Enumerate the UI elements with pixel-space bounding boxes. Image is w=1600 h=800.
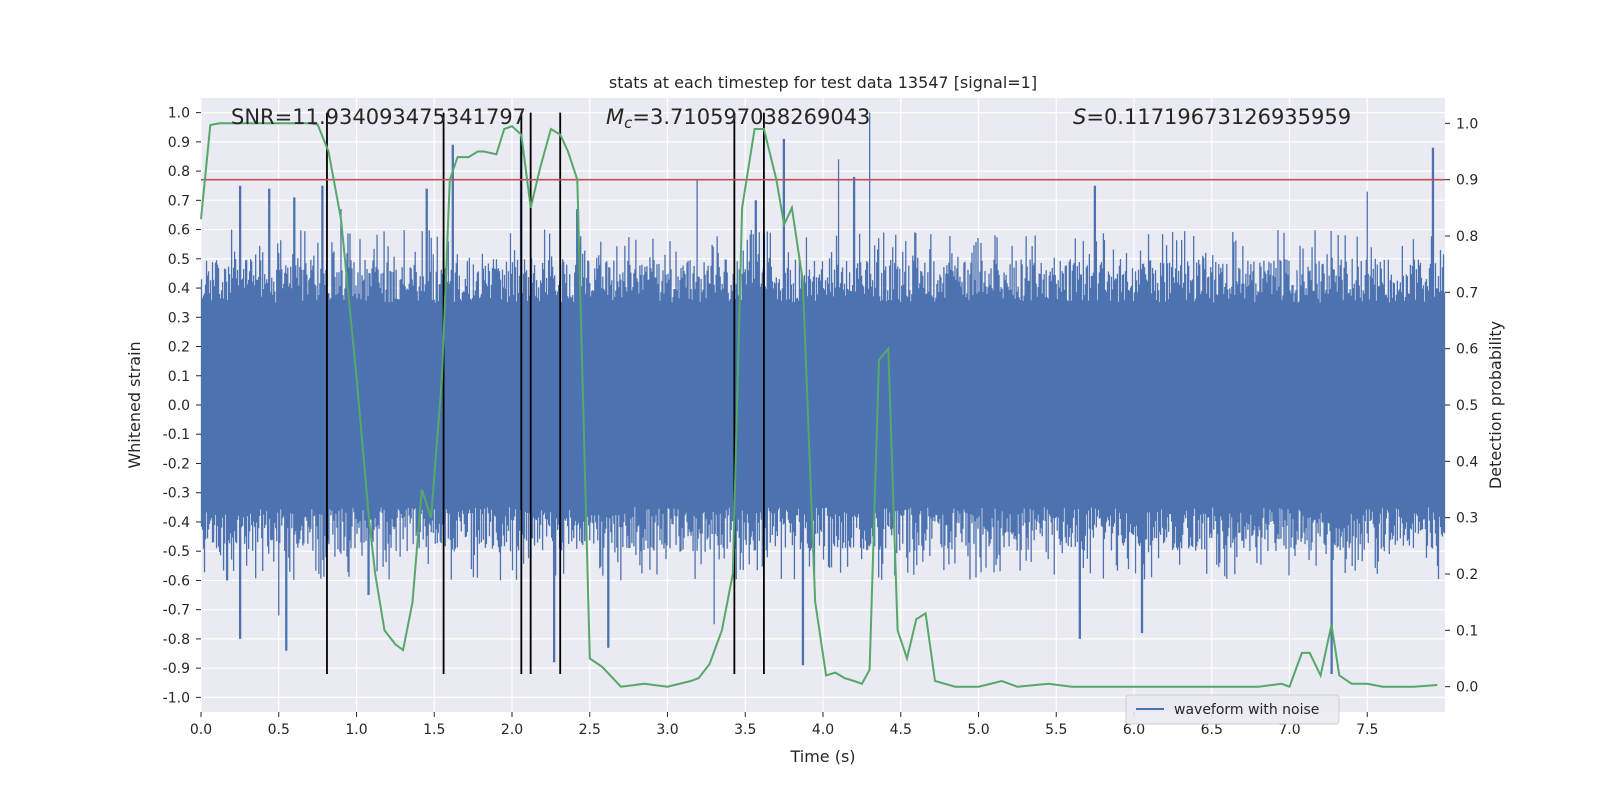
y2-tick-label: 0.8 xyxy=(1456,229,1478,245)
x-axis-label: Time (s) xyxy=(789,747,855,766)
x-tick-label: 2.0 xyxy=(501,722,523,738)
y-tick-label: -0.7 xyxy=(163,603,190,619)
y2-tick-label: 0.1 xyxy=(1456,623,1478,639)
vertical-markers xyxy=(326,112,765,674)
x-tick-label: 5.5 xyxy=(1045,722,1067,738)
y-tick-label: 0.1 xyxy=(168,369,190,385)
y-tick-label: 0.2 xyxy=(168,340,190,356)
y-tick-label: -0.5 xyxy=(163,544,190,560)
y-tick-label: -0.4 xyxy=(163,515,190,531)
y2-axis-ticks: 0.0 0.1 0.2 0.3 0.4 0.5 0.6 0.7 0.8 0.9 1.0 xyxy=(1445,116,1478,696)
snr-annotation: SNR=11.934093475341797 xyxy=(231,105,526,129)
y2-tick-label: 1.0 xyxy=(1456,116,1478,132)
y-tick-label: 0.8 xyxy=(168,164,190,180)
y-axis-ticks: -1.0 -0.9 -0.8 -0.7 -0.6 -0.5 -0.4 -0.3 -0.2 -0.1… xyxy=(163,106,201,706)
x-tick-label: 4.0 xyxy=(812,722,834,738)
x-tick-label: 4.5 xyxy=(890,722,912,738)
y-tick-label: 0.4 xyxy=(168,281,190,297)
s-symbol: S xyxy=(1073,105,1086,129)
y2-tick-label: 0.3 xyxy=(1456,511,1478,527)
y-tick-label: 0.5 xyxy=(168,252,190,268)
x-tick-label: 1.5 xyxy=(423,722,445,738)
x-tick-label: 5.0 xyxy=(967,722,989,738)
y2-tick-label: 0.4 xyxy=(1456,454,1478,470)
x-tick-label: 7.5 xyxy=(1356,722,1378,738)
y2-tick-label: 0.7 xyxy=(1456,285,1478,301)
x-tick-label: 6.5 xyxy=(1201,722,1223,738)
detection-probability-line xyxy=(200,122,1438,688)
s-value: =0.11719673126935959 xyxy=(1086,105,1351,129)
waveform-series xyxy=(200,112,1446,674)
y2-tick-label: 0.0 xyxy=(1456,680,1478,696)
y-tick-label: 0.6 xyxy=(168,223,190,239)
y2-tick-label: 0.5 xyxy=(1456,398,1478,414)
y2-tick-label: 0.2 xyxy=(1456,567,1478,583)
x-axis-ticks: 0.0 0.5 1.0 1.5 2.0 2.5 3.0 3.5 4.0 4.5 5.0 5.5 6.0 6… xyxy=(190,712,1378,738)
s-annotation: S=0.11719673126935959 xyxy=(1073,105,1351,129)
y-tick-label: -1.0 xyxy=(163,690,190,706)
x-tick-label: 7.0 xyxy=(1278,722,1300,738)
y-tick-label: 0.9 xyxy=(168,135,190,151)
chirp-mass-subscript: c xyxy=(624,114,633,132)
y2-tick-label: 0.9 xyxy=(1456,173,1478,189)
y-tick-label: 0.0 xyxy=(168,398,190,414)
legend: waveform with noise xyxy=(1125,694,1340,725)
y-tick-label: 0.3 xyxy=(168,310,190,326)
chirp-mass-symbol: M xyxy=(606,105,624,129)
y-tick-label: 0.7 xyxy=(168,193,190,209)
chirp-mass-value: =3.710597038269043 xyxy=(632,105,870,129)
x-tick-label: 2.5 xyxy=(579,722,601,738)
x-tick-label: 3.0 xyxy=(656,722,678,738)
x-tick-label: 3.5 xyxy=(734,722,756,738)
y-tick-label: -0.8 xyxy=(163,632,190,648)
y-tick-label: -0.6 xyxy=(163,573,190,589)
x-tick-label: 1.0 xyxy=(345,722,367,738)
y-tick-label: -0.9 xyxy=(163,661,190,677)
y2-tick-label: 0.6 xyxy=(1456,342,1478,358)
chirp-mass-annotation: Mc=3.710597038269043 xyxy=(606,105,870,132)
x-tick-label: 0.0 xyxy=(190,722,212,738)
y-tick-label: -0.1 xyxy=(163,427,190,443)
y-tick-label: -0.3 xyxy=(163,486,190,502)
y-axis-label: Whitened strain xyxy=(125,341,144,468)
y-tick-label: -0.2 xyxy=(163,456,190,472)
x-tick-label: 6.0 xyxy=(1123,722,1145,738)
y-tick-label: 1.0 xyxy=(168,106,190,122)
x-tick-label: 0.5 xyxy=(268,722,290,738)
y2-axis-label: Detection probability xyxy=(1486,321,1505,489)
waveform-path xyxy=(200,112,1446,674)
legend-label: waveform with noise xyxy=(1174,702,1319,718)
chart-title: stats at each timestep for test data 135… xyxy=(609,73,1037,92)
